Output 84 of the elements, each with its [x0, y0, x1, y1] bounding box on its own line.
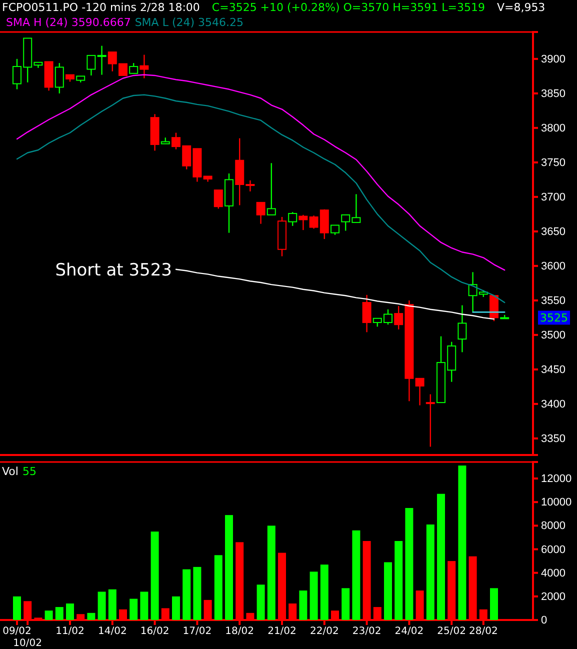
bar: [310, 572, 318, 620]
bar: [299, 590, 308, 620]
y-tick-label: 3450: [541, 364, 566, 376]
bar: [320, 564, 328, 620]
candlestick: [458, 304, 467, 353]
candlestick: [415, 378, 424, 406]
candlestick: [129, 62, 138, 74]
bar: [394, 541, 403, 620]
bar: [55, 607, 64, 620]
y-tick-label: 8000: [541, 520, 566, 532]
candlestick: [266, 162, 276, 216]
text: SMA H (24) 3590.6667: [6, 16, 131, 29]
x-tick-label: 09/02: [2, 626, 32, 637]
annotation: Short at 3523: [55, 260, 172, 280]
y-tick-label: 3700: [541, 191, 566, 204]
bar: [66, 603, 74, 620]
bar: [13, 596, 21, 620]
y-tick-label: 6000: [541, 544, 566, 556]
bar: [458, 466, 466, 620]
x-tick-label: 10/02: [13, 638, 42, 649]
chart-title: FCPO0511.PO -120 mins 2/28 18:00: [2, 1, 200, 14]
y-tick-label: 4000: [541, 567, 566, 580]
bar: [193, 566, 202, 620]
text: SMA L (24) 3546.25: [134, 16, 244, 29]
x-tick-label: 24/02: [394, 626, 424, 637]
bar: [437, 494, 445, 620]
chart-subtitle: C=3525 +10 (+0.28%) O=3570 H=3591 L=3519: [212, 1, 485, 14]
chart-subtitle: 55: [22, 465, 36, 478]
text: V=8,953: [496, 1, 546, 14]
candlestick: [362, 294, 372, 333]
y-tick-label: 2000: [541, 590, 566, 603]
bar: [225, 515, 233, 620]
bar: [426, 524, 434, 620]
x-tick-label: 16/02: [140, 626, 170, 637]
y-tick-label: 10000: [541, 496, 572, 509]
candlestick: [426, 394, 435, 448]
y-tick-label: 3400: [541, 398, 566, 410]
candlestick: [140, 54, 149, 79]
y-tick-label: 3600: [541, 260, 566, 272]
text: 3525: [540, 312, 568, 325]
bar: [256, 584, 265, 620]
y-tick-label: 3900: [541, 53, 566, 66]
bar: [214, 555, 222, 620]
bar: [182, 569, 191, 620]
bar: [405, 508, 414, 620]
bar: [342, 588, 350, 620]
bar: [87, 612, 96, 620]
x-tick-label: 25/02: [437, 626, 466, 637]
bar: [172, 596, 180, 620]
bar: [267, 526, 276, 620]
x-tick-label: 28/02: [468, 626, 498, 637]
bar: [130, 598, 138, 620]
candlestick: [298, 214, 308, 231]
bar: [490, 588, 498, 620]
bar: [384, 562, 392, 620]
y-tick-label: 12000: [541, 473, 572, 486]
x-tick-label: 23/02: [352, 626, 382, 637]
y-tick-label: 3750: [541, 156, 566, 169]
y-tick-label: 3500: [541, 329, 566, 342]
bar: [140, 592, 148, 620]
x-tick-label: 11/02: [56, 626, 84, 637]
bar: [108, 589, 116, 620]
y-tick-label: 3800: [541, 122, 566, 134]
candlestick: [330, 224, 340, 236]
x-tick-label: 18/02: [225, 626, 254, 637]
candlestick: [86, 54, 96, 76]
y-tick-label: 3350: [541, 432, 566, 445]
bar: [352, 530, 360, 620]
y-tick-label: 0: [541, 614, 548, 627]
x-tick-label: 22/02: [310, 626, 339, 637]
candlestick: [97, 45, 106, 76]
x-tick-label: 14/02: [98, 626, 127, 637]
y-tick-label: 3550: [541, 294, 566, 307]
bar: [98, 592, 106, 620]
candlestick: [256, 202, 266, 224]
bar: [150, 532, 159, 620]
x-tick-label: 17/02: [182, 626, 212, 637]
bar: [44, 610, 53, 620]
x-tick-label: 21/02: [268, 626, 296, 637]
y-tick-label: 3650: [541, 226, 566, 238]
y-tick-label: 3850: [541, 88, 566, 100]
candlestick: [54, 62, 64, 94]
candlestick: [214, 189, 223, 210]
chart-title: Vol: [2, 465, 18, 478]
